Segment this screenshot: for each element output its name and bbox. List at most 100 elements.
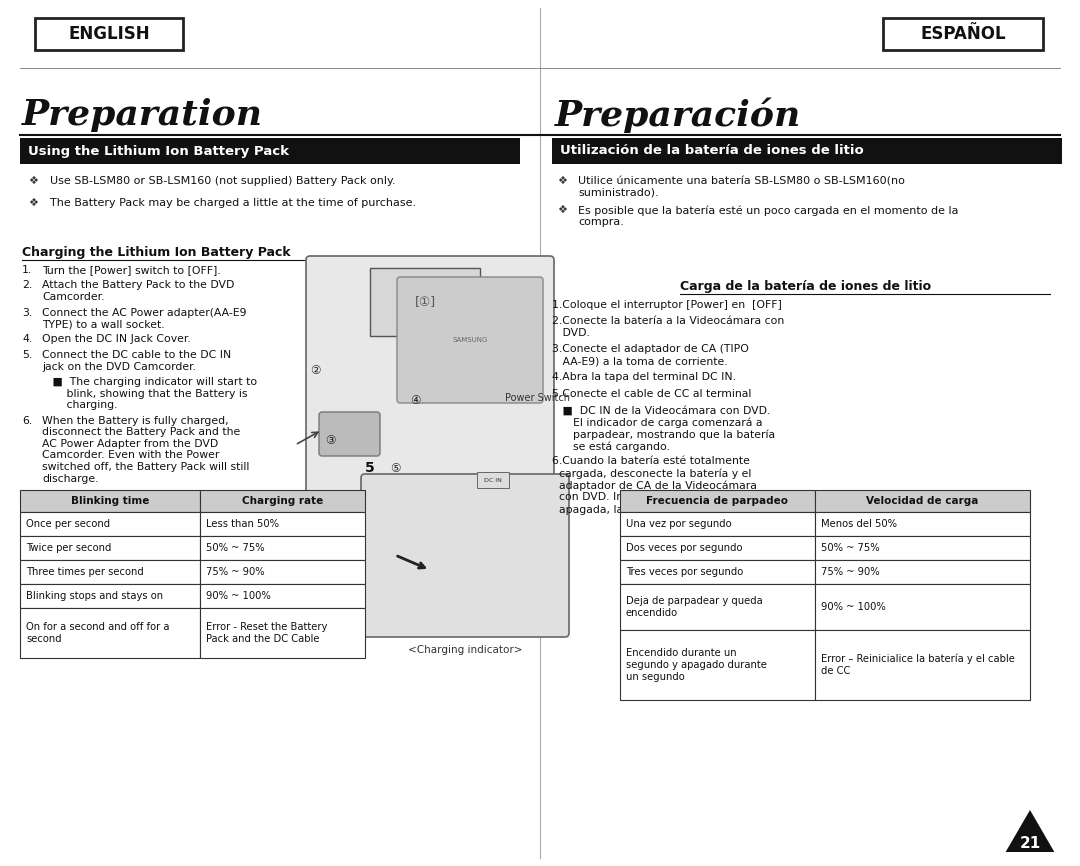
FancyBboxPatch shape — [306, 256, 554, 494]
Text: SAMSUNG: SAMSUNG — [453, 337, 488, 343]
Text: ❖: ❖ — [557, 176, 567, 186]
Text: 5.: 5. — [22, 350, 32, 360]
Text: ⑤: ⑤ — [390, 462, 401, 475]
Text: ④: ④ — [409, 393, 420, 406]
Text: Deja de parpadear y queda
encendido: Deja de parpadear y queda encendido — [626, 596, 762, 617]
Text: ②: ② — [310, 364, 321, 377]
Text: 3.: 3. — [22, 307, 32, 318]
Text: Less than 50%: Less than 50% — [206, 519, 279, 529]
Text: ❖: ❖ — [557, 205, 567, 215]
Text: ENGLISH: ENGLISH — [68, 25, 150, 43]
Text: Use SB-LSM80 or SB-LSM160 (not supplied) Battery Pack only.: Use SB-LSM80 or SB-LSM160 (not supplied)… — [50, 176, 395, 186]
Bar — [200, 560, 365, 584]
Bar — [815, 512, 1030, 536]
Text: Error - Reset the Battery
Pack and the DC Cable: Error - Reset the Battery Pack and the D… — [206, 622, 327, 643]
Bar — [620, 512, 815, 536]
Text: <Charging indicator>: <Charging indicator> — [408, 645, 523, 655]
Text: 50% ~ 75%: 50% ~ 75% — [206, 543, 265, 553]
Bar — [370, 268, 480, 336]
Text: 1.Coloque el interruptor [Power] en  [OFF]: 1.Coloque el interruptor [Power] en [OFF… — [552, 300, 782, 310]
FancyBboxPatch shape — [361, 474, 569, 637]
Text: When the Battery is fully charged,
disconnect the Battery Pack and the
AC Power : When the Battery is fully charged, disco… — [42, 416, 249, 483]
Text: Attach the Battery Pack to the DVD
Camcorder.: Attach the Battery Pack to the DVD Camco… — [42, 281, 234, 302]
Text: Tres veces por segundo: Tres veces por segundo — [626, 567, 743, 577]
Text: 6.: 6. — [22, 416, 32, 425]
Text: 3.Conecte el adaptador de CA (TIPO
   AA-E9) a la toma de corriente.: 3.Conecte el adaptador de CA (TIPO AA-E9… — [552, 345, 748, 366]
Text: 21: 21 — [1020, 837, 1041, 851]
Text: 90% ~ 100%: 90% ~ 100% — [206, 591, 271, 601]
Bar — [620, 584, 815, 630]
Bar — [21, 490, 200, 512]
Bar — [815, 560, 1030, 584]
Text: ③: ③ — [325, 434, 335, 447]
Text: 1.: 1. — [22, 265, 32, 275]
Text: ■  DC IN de la Videocámara con DVD.
      El indicador de carga comenzará a
    : ■ DC IN de la Videocámara con DVD. El in… — [552, 405, 775, 452]
Bar — [815, 536, 1030, 560]
Text: 2.Conecte la batería a la Videocámara con
   DVD.: 2.Conecte la batería a la Videocámara co… — [552, 316, 784, 338]
Text: Es posible que la batería esté un poco cargada en el momento de la
compra.: Es posible que la batería esté un poco c… — [578, 205, 959, 227]
Bar — [815, 490, 1030, 512]
Bar — [620, 560, 815, 584]
Text: On for a second and off for a
second: On for a second and off for a second — [26, 622, 170, 643]
Text: 4.Abra la tapa del terminal DC IN.: 4.Abra la tapa del terminal DC IN. — [552, 372, 735, 383]
Bar — [21, 138, 519, 164]
Text: Una vez por segundo: Una vez por segundo — [626, 519, 731, 529]
Text: Preparation: Preparation — [22, 98, 264, 132]
Text: Connect the AC Power adapter(AA-E9
TYPE) to a wall socket.: Connect the AC Power adapter(AA-E9 TYPE)… — [42, 307, 246, 329]
FancyBboxPatch shape — [319, 412, 380, 456]
Bar — [815, 630, 1030, 700]
FancyBboxPatch shape — [397, 277, 543, 403]
Text: 75% ~ 90%: 75% ~ 90% — [821, 567, 879, 577]
Text: ❖: ❖ — [28, 176, 38, 186]
Bar — [21, 608, 200, 658]
Bar — [200, 490, 365, 512]
Text: Turn the [Power] switch to [OFF].: Turn the [Power] switch to [OFF]. — [42, 265, 220, 275]
Polygon shape — [1005, 810, 1054, 852]
Text: [①]: [①] — [415, 295, 435, 308]
Bar — [620, 536, 815, 560]
Text: Encendido durante un
segundo y apagado durante
un segundo: Encendido durante un segundo y apagado d… — [626, 649, 767, 682]
Text: Dos veces por segundo: Dos veces por segundo — [626, 543, 743, 553]
Text: Carga de la batería de iones de litio: Carga de la batería de iones de litio — [680, 280, 931, 293]
Text: 6.Cuando la batería esté totalmente
  cargada, desconecte la batería y el
  adap: 6.Cuando la batería esté totalmente carg… — [552, 456, 762, 514]
Text: 2.: 2. — [22, 281, 32, 290]
Text: Three times per second: Three times per second — [26, 567, 144, 577]
Bar — [477, 472, 509, 488]
Text: Open the DC IN Jack Cover.: Open the DC IN Jack Cover. — [42, 334, 191, 345]
Text: 75% ~ 90%: 75% ~ 90% — [206, 567, 265, 577]
Text: The Battery Pack may be charged a little at the time of purchase.: The Battery Pack may be charged a little… — [50, 198, 416, 208]
Text: Blinking stops and stays on: Blinking stops and stays on — [26, 591, 163, 601]
Bar — [200, 608, 365, 658]
Text: Blinking time: Blinking time — [71, 496, 149, 506]
Text: Charging the Lithium Ion Battery Pack: Charging the Lithium Ion Battery Pack — [22, 246, 291, 259]
Text: Utilización de la batería de iones de litio: Utilización de la batería de iones de li… — [561, 145, 864, 158]
Text: ESPAÑOL: ESPAÑOL — [920, 25, 1005, 43]
Text: Menos del 50%: Menos del 50% — [821, 519, 897, 529]
Text: ❖: ❖ — [28, 198, 38, 208]
Bar — [552, 138, 1062, 164]
Text: Preparación: Preparación — [555, 97, 801, 132]
Text: Velocidad de carga: Velocidad de carga — [866, 496, 978, 506]
Bar — [815, 584, 1030, 630]
Text: 4.: 4. — [22, 334, 32, 345]
Text: Twice per second: Twice per second — [26, 543, 111, 553]
Bar — [21, 536, 200, 560]
Text: Error – Reinicialice la batería y el cable
de CC: Error – Reinicialice la batería y el cab… — [821, 654, 1015, 676]
Text: ■  The charging indicator will start to
       blink, showing that the Battery i: ■ The charging indicator will start to b… — [42, 377, 257, 410]
Text: Using the Lithium Ion Battery Pack: Using the Lithium Ion Battery Pack — [28, 145, 289, 158]
Text: Connect the DC cable to the DC IN
jack on the DVD Camcorder.: Connect the DC cable to the DC IN jack o… — [42, 350, 231, 372]
Bar — [21, 560, 200, 584]
Text: 50% ~ 75%: 50% ~ 75% — [821, 543, 879, 553]
Text: Once per second: Once per second — [26, 519, 110, 529]
Text: 5: 5 — [365, 461, 375, 475]
Bar — [200, 536, 365, 560]
Bar — [200, 512, 365, 536]
Text: DC IN: DC IN — [484, 477, 502, 482]
Bar — [620, 630, 815, 700]
Text: Utilice únicamente una batería SB-LSM80 o SB-LSM160(no
suministrado).: Utilice únicamente una batería SB-LSM80 … — [578, 176, 905, 197]
Bar — [35, 18, 183, 50]
Text: Power Switch: Power Switch — [505, 393, 570, 403]
Text: Frecuencia de parpadeo: Frecuencia de parpadeo — [647, 496, 788, 506]
Bar — [620, 490, 815, 512]
Text: Charging rate: Charging rate — [242, 496, 323, 506]
